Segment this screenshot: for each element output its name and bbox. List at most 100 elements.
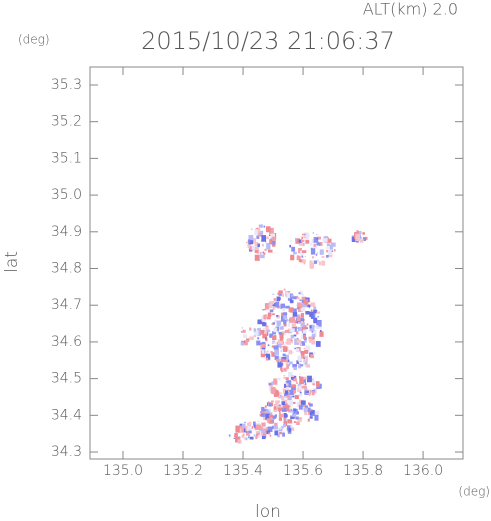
echo-pixel	[234, 435, 237, 438]
echo-pixel	[261, 235, 267, 242]
echo-pixel	[261, 427, 265, 430]
echo-pixel	[299, 376, 303, 380]
echo-pixel	[262, 426, 267, 429]
echo-pixel	[297, 297, 300, 300]
echo-pixel	[285, 341, 287, 344]
echo-pixel	[309, 416, 313, 419]
echo-pixel	[271, 400, 274, 403]
x-unit: (deg)	[458, 485, 490, 499]
echo-pixel	[250, 425, 254, 430]
echo-pixel	[271, 381, 275, 385]
echo-pixel	[288, 395, 292, 399]
echo-pixel	[253, 335, 257, 338]
echo-pixel	[240, 341, 244, 346]
echo-pixel	[312, 381, 316, 386]
echo-pixel	[271, 305, 273, 308]
echo-pixel	[283, 319, 287, 325]
echo-pixel	[290, 294, 294, 297]
echo-pixel	[261, 243, 264, 247]
echo-pixel	[290, 414, 292, 417]
echo-pixel	[261, 252, 264, 255]
echo-pixel	[317, 320, 322, 327]
echo-pixel	[301, 236, 304, 240]
echo-pixel	[264, 319, 266, 321]
echo-pixel	[267, 420, 270, 423]
echo-pixel	[303, 407, 307, 413]
echo-pixel	[254, 250, 259, 254]
echo-pixel	[264, 405, 267, 408]
echo-pixel	[243, 428, 247, 433]
echo-pixel	[294, 238, 297, 242]
echo-pixel	[278, 410, 281, 413]
echo-pixel	[314, 414, 319, 421]
echo-pixel	[304, 383, 307, 385]
echo-pixel	[270, 301, 275, 305]
echo-pixel	[296, 316, 301, 322]
echo-pixel	[264, 407, 267, 410]
echo-pixel	[239, 423, 242, 426]
echo-pixel	[261, 412, 265, 417]
echo-pixel	[363, 237, 366, 241]
echo-pixel	[297, 327, 303, 332]
echo-pixel	[273, 298, 277, 301]
echo-pixel	[268, 403, 272, 407]
echo-pixel	[237, 439, 240, 442]
echo-pixel	[243, 438, 246, 440]
echo-pixel	[310, 248, 316, 255]
echo-pixel	[313, 244, 316, 247]
echo-pixel	[282, 432, 285, 437]
echo-pixel	[263, 225, 266, 228]
echo-pixel	[283, 324, 287, 327]
echo-pixel	[306, 364, 311, 368]
echo-pixel	[264, 248, 267, 251]
echo-pixel	[247, 430, 252, 434]
echo-pixel	[300, 303, 306, 312]
echo-pixel	[286, 365, 289, 369]
echo-pixel	[270, 240, 276, 245]
echo-pixel	[287, 419, 293, 424]
echo-pixel	[276, 296, 281, 302]
echo-pixel	[313, 351, 316, 355]
echo-pixel	[270, 351, 273, 354]
echo-pixel	[306, 323, 309, 326]
echo-pixel	[288, 322, 291, 324]
chart-title: 2015/10/23 21:06:37	[141, 27, 395, 55]
echo-pixel	[295, 304, 298, 307]
echo-pixel	[257, 228, 261, 233]
echo-pixel	[290, 427, 295, 431]
echo-pixel	[274, 404, 276, 406]
echo-pixel	[309, 325, 312, 329]
echo-pixel	[251, 246, 255, 250]
echo-pixel	[309, 307, 311, 309]
echo-pixel	[301, 385, 306, 389]
echo-pixel	[287, 378, 289, 380]
echo-pixel	[278, 331, 283, 335]
echo-pixel	[303, 348, 305, 350]
echo-pixel	[292, 412, 295, 415]
echo-pixel	[281, 395, 285, 401]
echo-pixel	[277, 292, 280, 295]
echo-pixel	[254, 229, 259, 235]
echo-pixel	[279, 324, 282, 327]
echo-pixel	[316, 311, 321, 314]
echo-pixel	[304, 360, 308, 365]
echo-pixel	[291, 351, 294, 354]
altitude-label: ALT(km) 2.0	[363, 0, 458, 19]
echo-pixel	[272, 236, 276, 241]
echo-pixel	[279, 393, 283, 395]
echo-pixel	[248, 434, 251, 437]
echo-pixel	[258, 342, 263, 346]
echo-pixel	[328, 253, 333, 258]
echo-pixel	[326, 250, 330, 253]
echo-pixel	[304, 255, 306, 258]
echo-pixel	[302, 250, 307, 253]
echo-pixel	[255, 435, 258, 440]
echo-pixel	[283, 403, 288, 411]
y-tick-label: 34.6	[51, 334, 82, 350]
echo-pixel	[292, 312, 298, 317]
echo-pixel	[268, 414, 273, 418]
echo-pixel	[297, 302, 302, 309]
echo-pixel	[264, 330, 267, 334]
echo-pixel	[300, 400, 306, 405]
echo-pixel	[279, 335, 284, 341]
